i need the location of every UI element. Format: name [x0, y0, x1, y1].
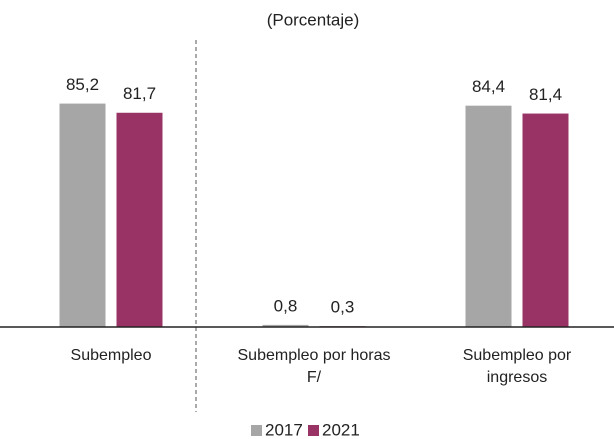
chart-subtitle: (Porcentaje) — [267, 10, 360, 29]
value-label: 84,4 — [472, 77, 505, 96]
value-label: 81,4 — [529, 85, 562, 104]
bar — [522, 113, 569, 327]
bar — [262, 324, 309, 327]
legend-label: 2017 — [265, 420, 303, 439]
bar — [465, 105, 512, 327]
value-label: 0,3 — [331, 298, 355, 317]
legend-label: 2021 — [322, 420, 360, 439]
value-label: 81,7 — [123, 84, 156, 103]
legend-swatch — [251, 425, 262, 436]
legend-swatch — [308, 425, 319, 436]
bar — [116, 112, 163, 328]
value-label: 85,2 — [66, 75, 99, 94]
bar — [59, 103, 106, 327]
x-tick-label: Subempleo por horas F/ — [237, 347, 391, 386]
x-tick-label: Subempleo — [70, 347, 152, 364]
x-tick-label: Subempleo por ingresos — [462, 347, 572, 386]
value-label: 0,8 — [274, 296, 298, 315]
